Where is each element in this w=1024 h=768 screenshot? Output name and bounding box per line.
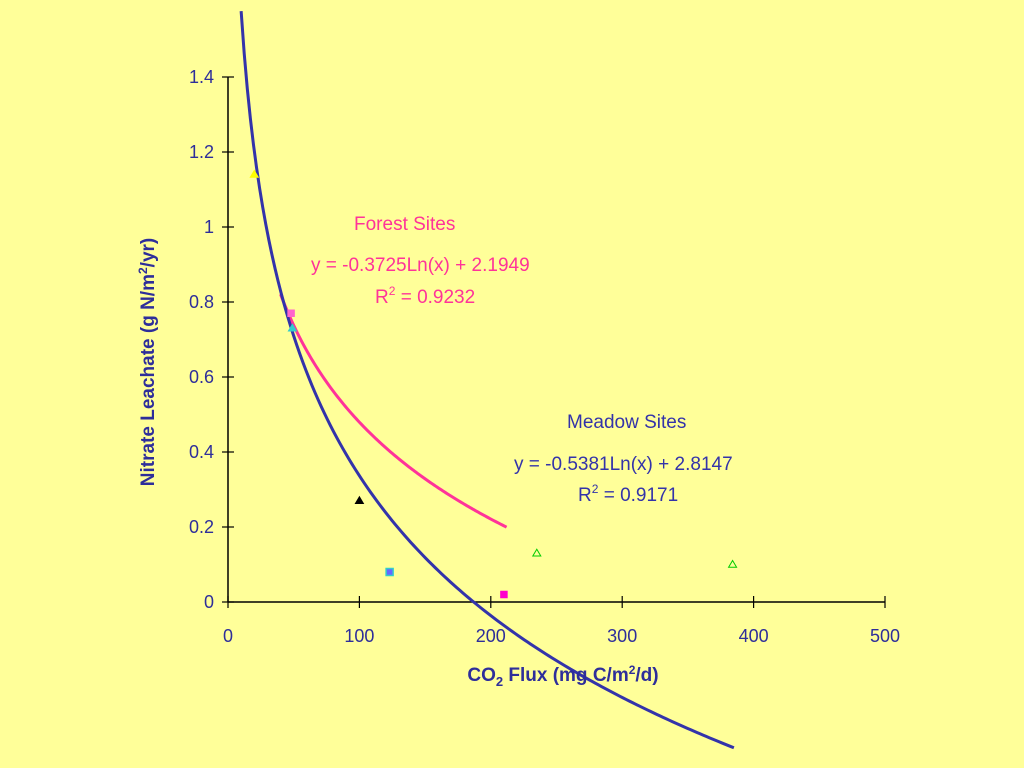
x-tick-label: 400 xyxy=(739,626,769,646)
forest-r-squared: R2 = 0.9232 xyxy=(375,284,476,308)
forest-series-label: Forest Sites xyxy=(354,214,456,235)
data-point xyxy=(385,567,394,577)
data-points xyxy=(249,169,738,599)
y-axis-ticks: 0 0.2 0.4 0.6 0.8 1 1.2 1.4 xyxy=(189,67,234,612)
data-point xyxy=(287,323,298,332)
data-point xyxy=(354,495,365,505)
y-tick-label: 1 xyxy=(204,217,214,237)
forest-equation: y = -0.3725Ln(x) + 2.1949 xyxy=(311,255,530,276)
x-tick-label: 300 xyxy=(607,626,637,646)
x-axis-ticks: 0 100 200 300 400 500 xyxy=(223,596,900,646)
x-tick-label: 200 xyxy=(476,626,506,646)
data-point xyxy=(249,169,260,178)
y-tick-label: 1.4 xyxy=(189,67,214,87)
y-axis-title: Nitrate Leachate (g N/m2/yr) xyxy=(136,238,159,487)
meadow-series-label: Meadow Sites xyxy=(567,412,687,433)
trendlines xyxy=(239,11,735,750)
y-tick-label: 0.4 xyxy=(189,442,214,462)
x-tick-label: 0 xyxy=(223,626,233,646)
y-tick-label: 0 xyxy=(204,592,214,612)
data-point xyxy=(385,568,394,576)
data-point xyxy=(531,548,542,557)
meadow-r-squared: R2 = 0.9171 xyxy=(578,482,679,506)
data-point xyxy=(287,309,295,317)
x-axis-title: CO2 Flux (mg C/m2/d) xyxy=(467,663,658,689)
forest-trendline xyxy=(279,293,508,529)
y-tick-label: 0.6 xyxy=(189,367,214,387)
y-tick-label: 0.2 xyxy=(189,517,214,537)
data-point xyxy=(727,559,738,568)
axes xyxy=(227,77,885,603)
x-tick-label: 500 xyxy=(870,626,900,646)
y-tick-label: 1.2 xyxy=(189,142,214,162)
y-tick-label: 0.8 xyxy=(189,292,214,312)
data-point xyxy=(500,590,508,599)
meadow-trendline xyxy=(239,11,735,750)
meadow-equation: y = -0.5381Ln(x) + 2.8147 xyxy=(514,454,733,475)
x-tick-label: 100 xyxy=(344,626,374,646)
